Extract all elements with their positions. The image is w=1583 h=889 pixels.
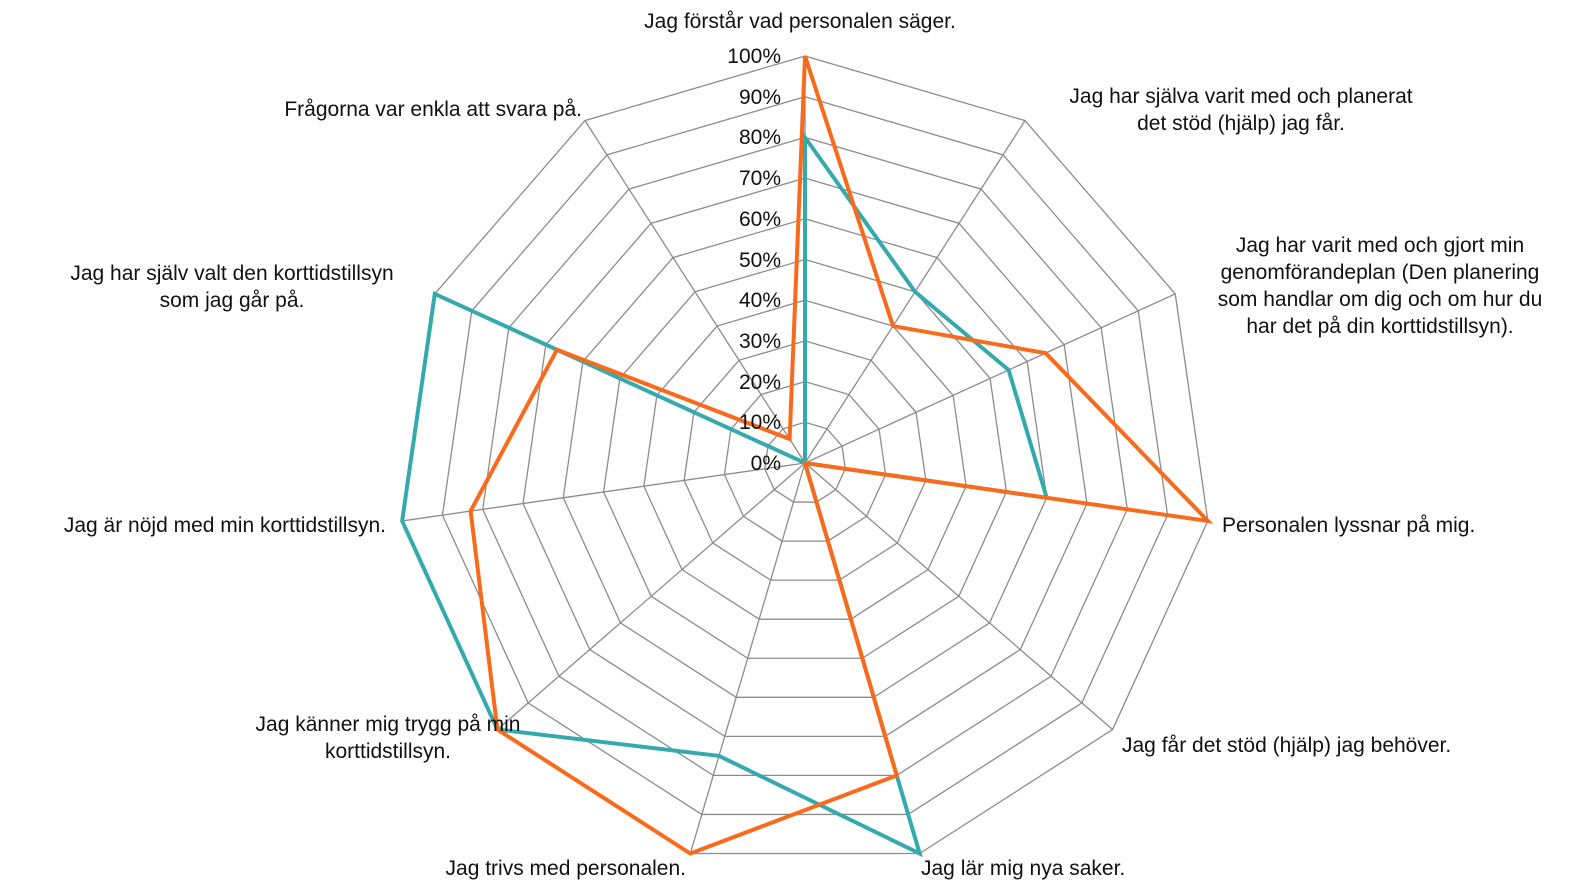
- axis-label-line: Jag har själva varit med och planerat: [1069, 85, 1413, 108]
- tick-label: 70%: [738, 167, 781, 191]
- tick-label: 100%: [727, 45, 781, 68]
- axis-label-line: genomförandeplan (Den planering: [1220, 261, 1540, 284]
- axis-label-line: har det på din korttidstillsyn).: [1246, 315, 1514, 338]
- axis-label: Jag förstår vad personalen säger.: [644, 8, 956, 35]
- axis-label: Frågorna var enkla att svara på.: [284, 96, 582, 123]
- axis-label-line: det stöd (hjälp) jag får.: [1137, 112, 1345, 135]
- tick-label: 20%: [738, 370, 781, 394]
- radar-series: [400, 55, 1214, 858]
- axis-label-line: Personalen lyssnar på mig.: [1222, 514, 1476, 537]
- grid-spoke: [496, 462, 806, 731]
- axis-label-line: Jag lär mig nya saker.: [921, 857, 1126, 880]
- series-line-2: [468, 55, 1214, 856]
- axis-label-line: som handlar om dig och om hur du: [1217, 288, 1543, 311]
- tick-label: 80%: [738, 126, 781, 150]
- grid-ring: [602, 258, 1008, 659]
- grid-ring: [562, 218, 1048, 698]
- tick-label: 50%: [738, 248, 781, 272]
- grid-ring: [723, 380, 887, 542]
- axis-label: Jag har själv valt den korttidstillsyn so…: [70, 260, 393, 314]
- tick-label: 90%: [738, 85, 781, 109]
- grid-ring: [522, 177, 1088, 738]
- grid-ring: [482, 136, 1128, 777]
- axis-label-line: Jag förstår vad personalen säger.: [644, 10, 956, 33]
- axis-label: Jag får det stöd (hjälp) jag behöver.: [1122, 732, 1451, 759]
- tick-label: 60%: [738, 207, 781, 231]
- grid-spoke: [804, 293, 1176, 464]
- axis-label-line: Frågorna var enkla att svara på.: [284, 98, 582, 121]
- axis-label-line: korttidstillsyn.: [324, 740, 452, 763]
- grid-ring: [764, 421, 846, 503]
- axis-label-line: Jag har själv valt den korttidstillsyn: [70, 262, 394, 285]
- grid-spoke: [402, 462, 806, 522]
- grid-spoke: [804, 462, 1114, 731]
- axis-label: Jag trivs med personalen.: [446, 855, 686, 882]
- tick-label: 10%: [738, 411, 781, 435]
- axis-label-line: Jag får det stöd (hjälp) jag behöver.: [1122, 734, 1452, 757]
- axis-label: Jag är nöjd med min korttidstillsyn.: [64, 512, 386, 539]
- grid-spoke: [689, 462, 806, 854]
- tick-label: 30%: [738, 329, 781, 353]
- axis-label-line: som jag går på.: [159, 289, 305, 312]
- axis-label: Jag känner mig trygg på min korttidstills…: [256, 711, 521, 765]
- axis-label: Jag lär mig nya saker.: [921, 855, 1125, 882]
- grid-spoke: [584, 120, 806, 464]
- tick-label: 0%: [750, 452, 781, 475]
- axis-label-line: Jag är nöjd med min korttidstillsyn.: [63, 514, 386, 537]
- grid-ring: [441, 96, 1169, 816]
- grid-ring: [643, 299, 967, 620]
- axis-label: Jag har själva varit med och planerat det…: [1069, 83, 1412, 137]
- tick-label: 40%: [738, 289, 781, 313]
- grid-ring: [401, 55, 1209, 855]
- axis-label-line: Jag trivs med personalen.: [445, 857, 686, 880]
- axis-label-line: Jag känner mig trygg på min: [255, 713, 521, 736]
- axis-label: Personalen lyssnar på mig.: [1222, 512, 1475, 539]
- axis-label: Jag har varit med och gjort min genomföra…: [1218, 232, 1543, 340]
- axis-label-line: Jag har varit med och gjort min: [1235, 234, 1525, 257]
